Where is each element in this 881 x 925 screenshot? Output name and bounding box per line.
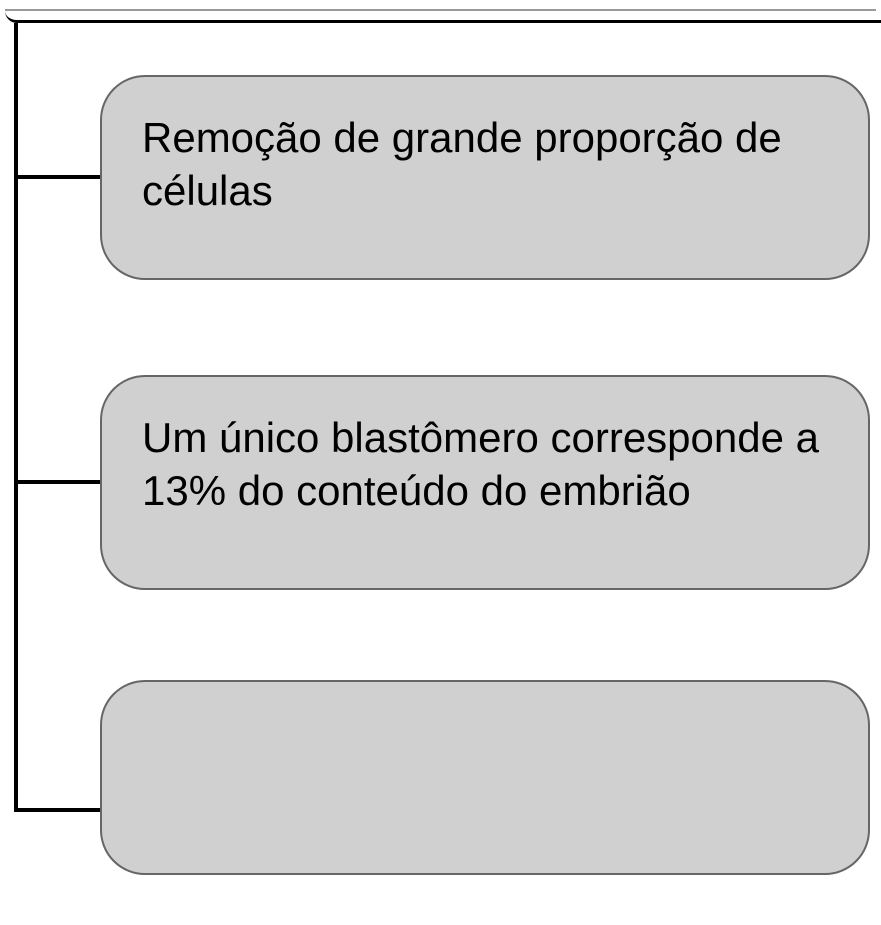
node-label: Remoção de grande proporção de células (142, 112, 828, 217)
tree-node: Um único blastômero corresponde a 13% do… (100, 375, 870, 590)
tree-branch (14, 808, 104, 812)
tree-branch (14, 480, 104, 484)
tree-node (100, 680, 870, 875)
tree-node: Remoção de grande proporção de células (100, 75, 870, 280)
top-bar-inner (5, 5, 876, 11)
node-label: Um único blastômero corresponde a 13% do… (142, 412, 828, 517)
tree-branch (14, 175, 104, 179)
top-bar (5, 5, 881, 23)
tree-trunk (14, 23, 18, 811)
diagram-container: Remoção de grande proporção de células U… (0, 0, 881, 925)
